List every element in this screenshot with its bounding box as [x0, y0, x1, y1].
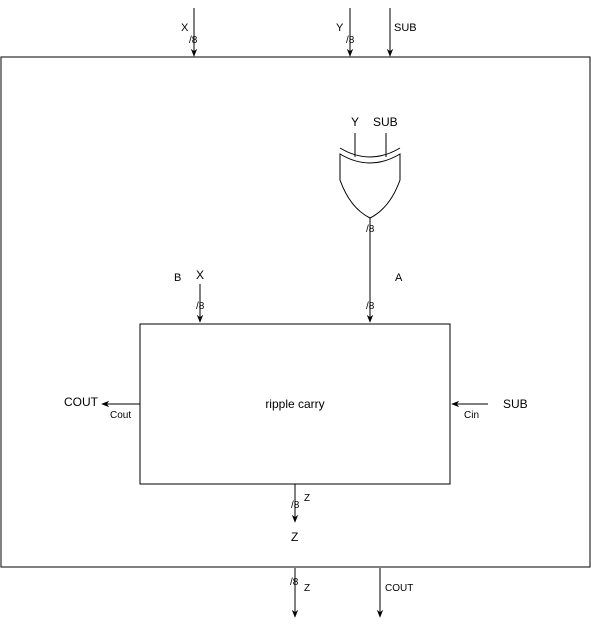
xor-input-y-label: Y — [351, 115, 359, 129]
ripple-carry-box — [139, 323, 451, 485]
port-b-signal: X — [196, 268, 204, 282]
ripple-carry-title: ripple carry — [265, 397, 324, 411]
input-x-width: /8 — [189, 35, 198, 46]
z-port-label: Z — [304, 493, 310, 504]
xor-gate: Y SUB /8 — [339, 115, 401, 323]
outer-module-box — [0, 56, 591, 568]
output-z-label: Z — [304, 583, 310, 594]
input-y: Y /8 — [336, 8, 355, 57]
input-y-label: Y — [336, 22, 344, 34]
port-z: Z /8 Z — [291, 484, 310, 544]
cout-signal-label: COUT — [64, 395, 99, 409]
output-z: /8 Z — [290, 568, 310, 618]
output-cout-label: COUT — [385, 583, 413, 594]
port-a-name: A — [395, 272, 403, 284]
input-sub: SUB — [386, 8, 417, 57]
z-width: /8 — [291, 500, 300, 511]
output-z-width: /8 — [290, 577, 299, 588]
port-b: B X /8 — [174, 268, 205, 323]
port-b-width: /8 — [196, 301, 205, 312]
input-y-width: /8 — [346, 35, 355, 46]
cin-signal-label: SUB — [503, 397, 528, 411]
input-x: X /8 — [181, 8, 198, 57]
port-cin: SUB Cin — [451, 397, 528, 421]
port-a: A /8 — [366, 272, 403, 312]
port-a-width: /8 — [366, 301, 375, 312]
port-b-name: B — [174, 272, 181, 284]
output-cout: COUT — [376, 568, 413, 618]
xor-gate-extra-arc — [339, 147, 401, 158]
port-cout: COUT Cout — [64, 395, 140, 421]
cin-port-label: Cin — [464, 410, 479, 421]
z-signal-label: Z — [291, 530, 298, 544]
xor-input-sub-label: SUB — [373, 115, 398, 129]
cout-port-label: Cout — [110, 410, 131, 421]
input-x-label: X — [181, 22, 189, 34]
xor-output-width: /8 — [366, 224, 375, 235]
input-sub-label: SUB — [394, 22, 417, 34]
xor-gate-body — [339, 153, 401, 219]
